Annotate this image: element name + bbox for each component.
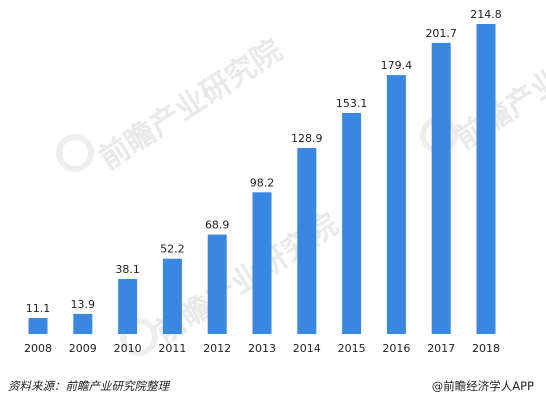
bar-2017: [431, 42, 451, 335]
bars-group: [28, 24, 496, 335]
brand-credit: @前瞻经济学人APP: [431, 379, 534, 393]
watermark-logo-icon: [56, 134, 94, 172]
x-tick-label-2008: 2008: [24, 342, 52, 355]
bar-2008: [28, 318, 48, 334]
data-label-2015: 153.1: [336, 97, 368, 110]
source-note: 资料来源：前瞻产业研究院整理: [8, 379, 169, 393]
data-label-2012: 68.9: [205, 219, 230, 232]
bar-2013: [252, 192, 272, 334]
data-label-2013: 98.2: [250, 176, 275, 189]
data-label-2009: 13.9: [71, 298, 96, 311]
x-tick-label-2009: 2009: [69, 342, 97, 355]
bar-2018: [476, 24, 496, 334]
x-tick-label-2013: 2013: [248, 342, 276, 355]
x-tick-label-2018: 2018: [472, 342, 500, 355]
x-axis-ticks-group: 2008 2009 2010 2011 2012 2013 2014 2015 2016 2017…: [24, 342, 500, 355]
x-tick-label-2014: 2014: [293, 342, 321, 355]
data-labels-group: 11.1 13.9 38.1 52.2 68.9 98.2 128.9 153.1 179.4 2…: [26, 8, 502, 315]
data-label-2010: 38.1: [115, 263, 140, 276]
x-tick-label-2015: 2015: [338, 342, 366, 355]
x-tick-label-2017: 2017: [427, 342, 455, 355]
bar-2009: [73, 313, 93, 334]
data-label-2016: 179.4: [381, 59, 413, 72]
x-tick-label-2011: 2011: [158, 342, 186, 355]
x-tick-label-2016: 2016: [382, 342, 410, 355]
bar-chart: 11.1 13.9 38.1 52.2 68.9 98.2 128.9 153.1 179.4 2…: [24, 8, 502, 355]
data-label-2008: 11.1: [26, 302, 51, 315]
bar-2010: [118, 279, 138, 334]
data-label-2011: 52.2: [160, 243, 185, 256]
watermark-logo-icon: [120, 318, 158, 356]
bar-2016: [386, 75, 406, 334]
data-label-2017: 201.7: [425, 27, 457, 40]
bar-2015: [342, 113, 362, 334]
x-tick-label-2012: 2012: [203, 342, 231, 355]
data-label-2018: 214.8: [470, 8, 502, 21]
bar-2011: [162, 258, 182, 334]
bar-2014: [297, 148, 317, 334]
x-tick-label-2010: 2010: [114, 342, 142, 355]
data-label-2014: 128.9: [291, 132, 323, 145]
bar-2012: [207, 234, 227, 334]
